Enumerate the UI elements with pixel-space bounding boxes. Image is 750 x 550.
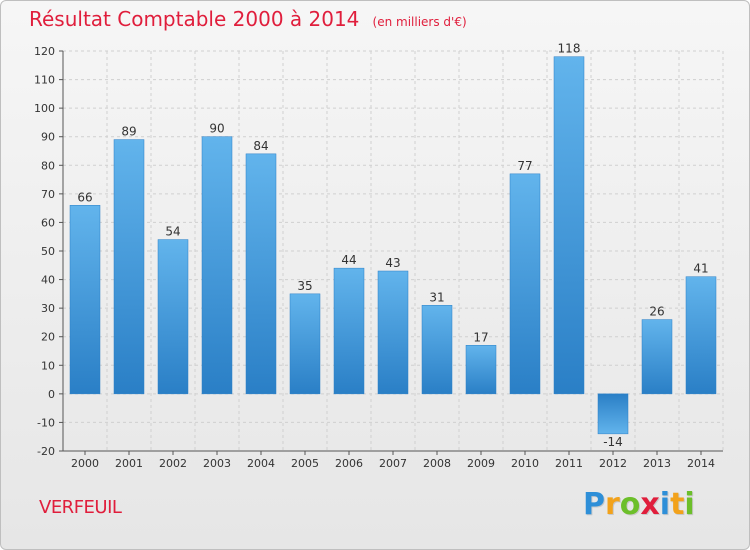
x-tick-label: 2013 [643, 457, 671, 470]
y-tick-label: -20 [37, 445, 55, 458]
x-tick-label: 2004 [247, 457, 275, 470]
bar [157, 239, 189, 395]
bar [289, 293, 321, 395]
logo-letter: t [670, 487, 685, 522]
data-label: 43 [385, 256, 400, 270]
y-tick-label: 90 [41, 131, 55, 144]
y-tick-label: 0 [48, 388, 55, 401]
x-tick-label: 2008 [423, 457, 451, 470]
y-tick-label: 100 [34, 102, 55, 115]
x-tick-label: 2011 [555, 457, 583, 470]
x-tick-label: 2001 [115, 457, 143, 470]
x-tick-label: 2009 [467, 457, 495, 470]
data-label: 44 [341, 253, 356, 267]
y-tick-label: 120 [34, 45, 55, 58]
y-tick-label: 30 [41, 302, 55, 315]
data-label: 66 [77, 190, 92, 204]
logo-letter: i [659, 487, 671, 522]
y-tick-label: -10 [37, 416, 55, 429]
town-name: VERFEUIL [39, 497, 122, 518]
data-label: 17 [473, 330, 488, 344]
bar [509, 173, 541, 395]
y-tick-label: 50 [41, 245, 55, 258]
bar [333, 267, 365, 395]
bar [553, 56, 585, 395]
chart-subtitle: (en milliers d'€) [372, 15, 467, 29]
bars [69, 56, 717, 435]
x-tick-label: 2012 [599, 457, 627, 470]
x-tick-label: 2003 [203, 457, 231, 470]
bar [465, 345, 497, 395]
proxiti-logo: Proxiti [583, 487, 695, 522]
logo-letter: x [640, 487, 660, 522]
data-label: 84 [253, 139, 268, 153]
data-label: 26 [649, 305, 664, 319]
y-tick-label: 20 [41, 331, 55, 344]
x-tick-label: 2014 [687, 457, 715, 470]
y-tick-label: 110 [34, 74, 55, 87]
x-tick-label: 2002 [159, 457, 187, 470]
data-label: 54 [165, 225, 180, 239]
bar [685, 276, 717, 395]
y-tick-label: 70 [41, 188, 55, 201]
logo-letter: P [583, 487, 605, 522]
data-label: 90 [209, 122, 224, 136]
x-tick-label: 2007 [379, 457, 407, 470]
data-label: 35 [297, 279, 312, 293]
y-tick-label: 10 [41, 359, 55, 372]
bar [421, 305, 453, 395]
bar [69, 205, 101, 395]
bar [377, 270, 409, 395]
data-label: 118 [558, 42, 581, 56]
x-tick-label: 2005 [291, 457, 319, 470]
logo-letter: i [684, 487, 695, 522]
bar [245, 153, 277, 395]
y-tick-label: 40 [41, 274, 55, 287]
data-label: -14 [603, 435, 623, 449]
logo-letter: r [605, 487, 620, 522]
bar [597, 393, 629, 435]
y-tick-label: 60 [41, 216, 55, 229]
x-tick-label: 2006 [335, 457, 363, 470]
data-label: 77 [517, 159, 532, 173]
y-tick-label: 80 [41, 159, 55, 172]
chart-title: Résultat Comptable 2000 à 2014 [29, 7, 360, 31]
bar [113, 139, 145, 395]
axes: -20 -10 0 10 20 30 40 50 60 70 80 90 100 110 120 2000 20… [34, 45, 723, 470]
x-tick-label: 2010 [511, 457, 539, 470]
bar [201, 136, 233, 395]
bar [641, 319, 673, 395]
logo-letter: o [619, 487, 641, 522]
x-tick-label: 2000 [71, 457, 99, 470]
data-label: 31 [429, 290, 444, 304]
data-label: 89 [121, 125, 136, 139]
labels: 66 89 54 90 84 35 44 43 31 17 77 118 -14 26 41 [77, 42, 708, 449]
chart-header: Résultat Comptable 2000 à 2014 (en milli… [29, 7, 467, 31]
data-label: 41 [693, 262, 708, 276]
